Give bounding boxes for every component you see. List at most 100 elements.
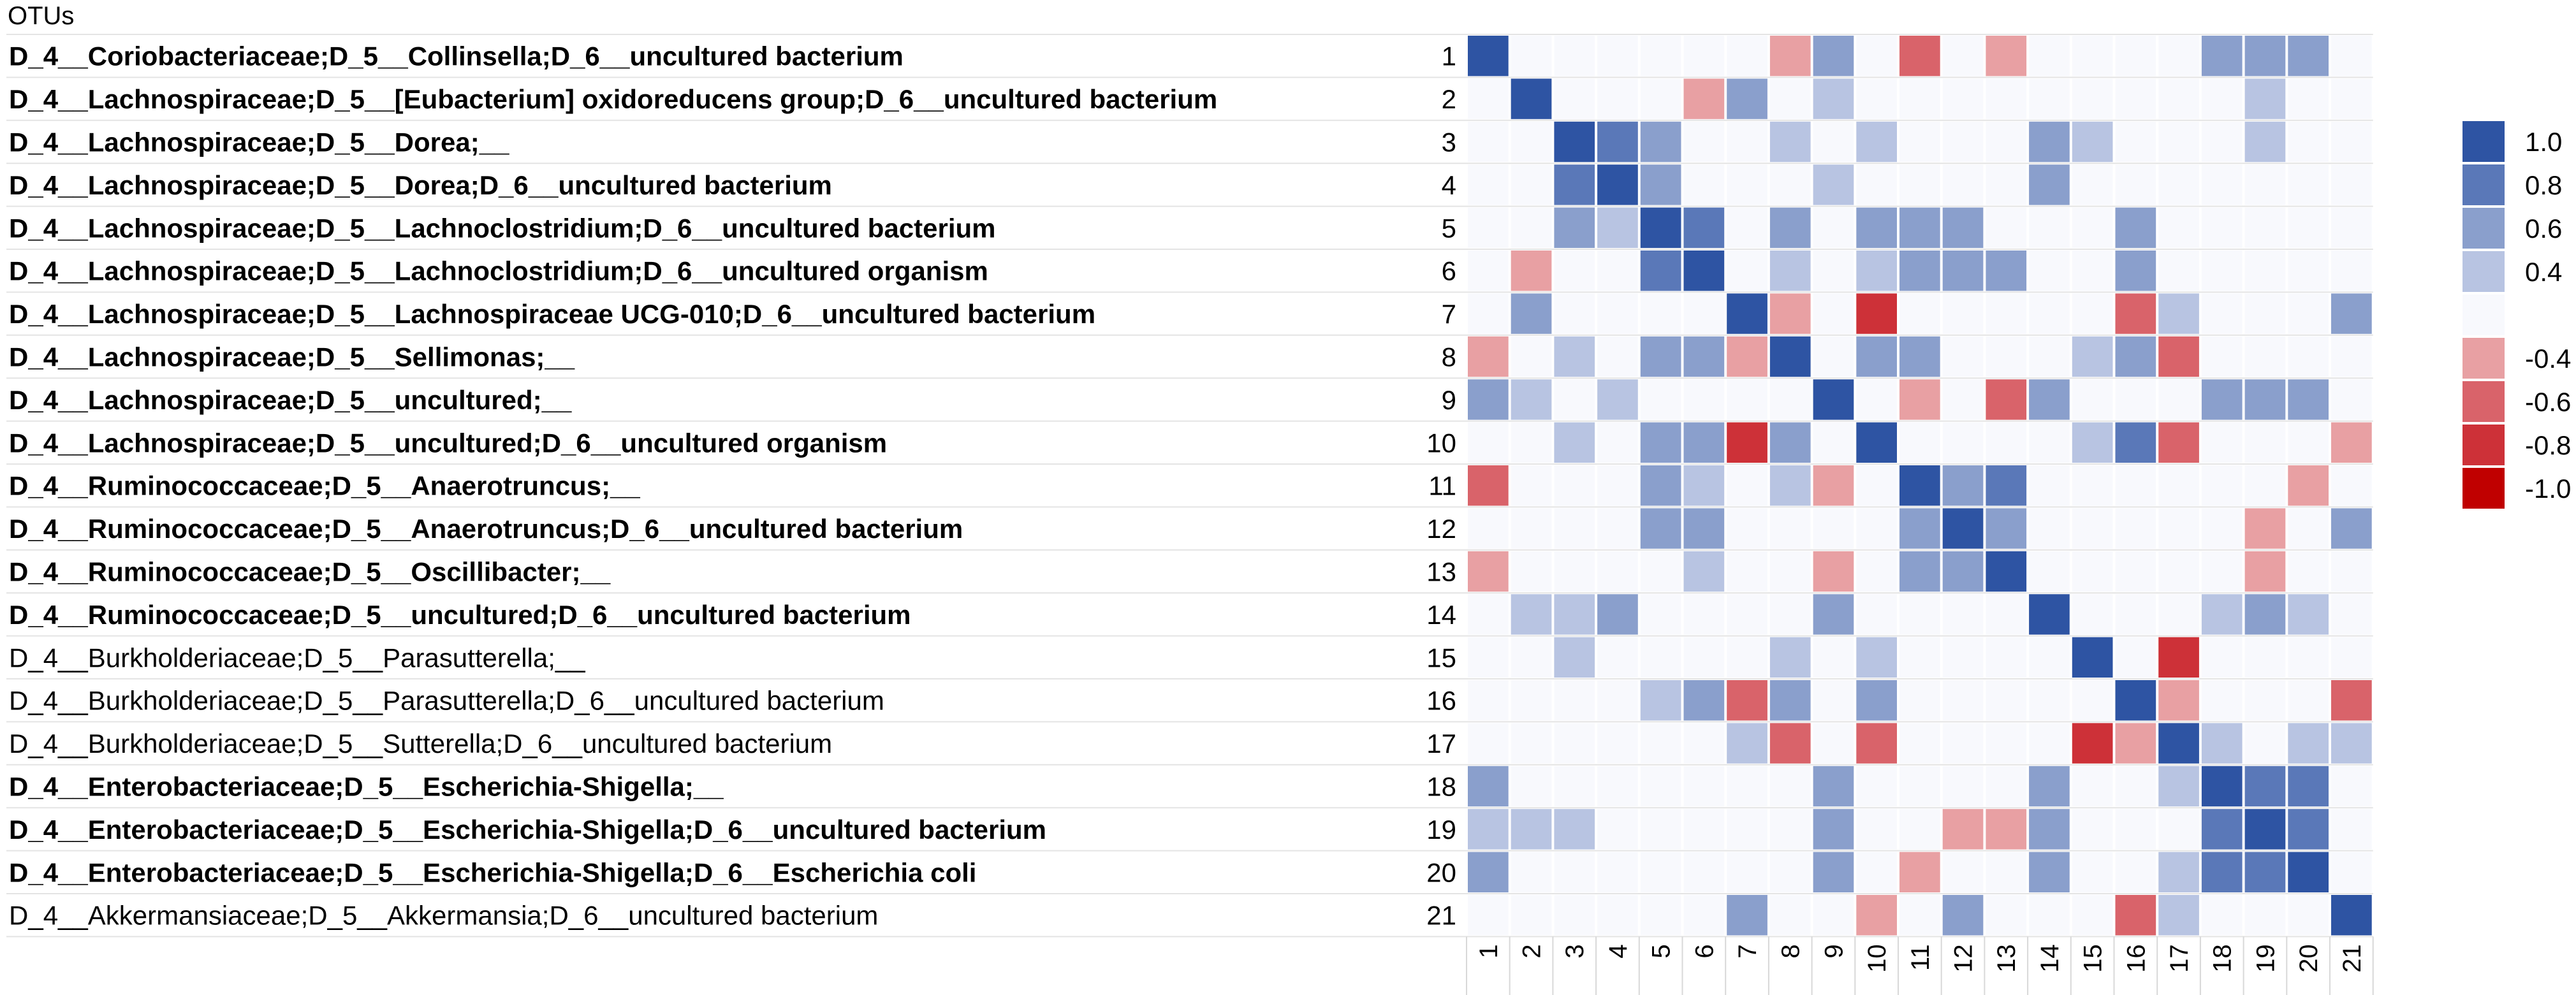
heatmap-cell	[1727, 895, 1767, 936]
heatmap-cell	[1942, 78, 1984, 119]
heatmap-cell	[1942, 36, 1984, 76]
heatmap-cell	[1899, 164, 1940, 205]
column-label: 5	[1648, 944, 1676, 958]
heatmap-cell	[2072, 121, 2113, 163]
heatmap-cell	[1769, 251, 1811, 291]
heatmap-cell	[2288, 766, 2329, 807]
heatmap-cell	[1683, 78, 1725, 119]
column-label: 2	[1518, 944, 1546, 958]
heatmap-cell	[2201, 293, 2243, 334]
column-label: 14	[2036, 944, 2064, 973]
heatmap-cell	[2029, 336, 2070, 377]
heatmap-cell	[1813, 207, 1854, 248]
heatmap-cell	[2244, 637, 2286, 678]
heatmap-cell	[2244, 379, 2286, 420]
heatmap-cell	[2244, 465, 2286, 506]
heatmap-cell	[1554, 895, 1595, 936]
heatmap-cell	[2029, 766, 2070, 807]
heatmap-cell	[2201, 594, 2243, 635]
heatmap-cell	[2072, 594, 2113, 635]
heatmap-cell	[2115, 637, 2156, 678]
heatmap-cell	[2201, 766, 2243, 807]
heatmap-cell	[1899, 766, 1940, 807]
heatmap-cell	[2201, 36, 2243, 76]
heatmap-cell	[1856, 379, 1897, 420]
heatmap-cell	[2072, 852, 2113, 892]
heatmap-cell	[1511, 895, 1552, 936]
heatmap-cell	[1597, 379, 1638, 420]
legend-swatch	[2463, 251, 2505, 292]
column-label: 7	[1734, 944, 1762, 958]
heatmap-cell	[1856, 293, 1897, 334]
heatmap-cell	[2029, 36, 2070, 76]
row-number: 21	[1426, 901, 1456, 931]
heatmap-cell	[1597, 164, 1638, 205]
heatmap-cell	[1986, 852, 2027, 892]
heatmap-cell	[1856, 637, 1897, 678]
heatmap-cell	[1899, 680, 1940, 721]
heatmap-cell	[1986, 766, 2027, 807]
heatmap-cell	[1511, 336, 1552, 377]
heatmap-cell	[2158, 465, 2199, 506]
heatmap-cell	[1813, 723, 1854, 764]
heatmap-cell	[1899, 895, 1940, 936]
heatmap-cell	[1554, 551, 1595, 592]
heatmap-cell	[1769, 379, 1811, 420]
heatmap-cell	[1769, 508, 1811, 549]
heatmap-cell	[1683, 895, 1725, 936]
heatmap-cell	[2288, 508, 2329, 549]
heatmap-cell	[2244, 336, 2286, 377]
row-number: 1	[1442, 41, 1456, 71]
heatmap-cell	[1942, 121, 1984, 163]
heatmap-cell	[2331, 723, 2372, 764]
heatmap-cell	[2288, 465, 2329, 506]
heatmap-cell	[2158, 251, 2199, 291]
heatmap-cell	[2244, 723, 2286, 764]
heatmap-cell	[2288, 207, 2329, 248]
heatmap-cell	[2029, 551, 2070, 592]
heatmap-cell	[1769, 36, 1811, 76]
column-label: 18	[2209, 944, 2237, 973]
heatmap-cell	[2158, 895, 2199, 936]
legend-label: -0.6	[2525, 387, 2571, 417]
column-labels: 1 2 3 4 5 6 7 8 9 10 11 12 13 14 15 16 17 18 19 20 21	[1475, 944, 2366, 973]
heatmap-cell	[1640, 379, 1681, 420]
heatmap-cell	[2115, 379, 2156, 420]
heatmap-cell	[1554, 336, 1595, 377]
row-label: D_4__Coriobacteriaceae;D_5__Collinsella;…	[9, 41, 904, 71]
heatmap-cell	[1813, 508, 1854, 549]
column-label: 17	[2165, 944, 2193, 973]
heatmap-cell	[1640, 465, 1681, 506]
heatmap-cell	[1683, 508, 1725, 549]
heatmap-cell	[1683, 766, 1725, 807]
heatmap-cell	[1511, 293, 1552, 334]
heatmap-cell	[2072, 293, 2113, 334]
heatmap-cell	[2244, 422, 2286, 463]
heatmap-cell	[2201, 121, 2243, 163]
heatmap-cell	[1986, 551, 2027, 592]
heatmap-cell	[2072, 465, 2113, 506]
heatmap-cell	[1942, 809, 1984, 850]
heatmap-cell	[2288, 852, 2329, 892]
column-label: 11	[1906, 944, 1935, 971]
heatmap-cell	[2331, 121, 2372, 163]
row-number: 2	[1442, 84, 1456, 114]
heatmap-cell	[1554, 207, 1595, 248]
heatmap-cell	[1942, 680, 1984, 721]
heatmap-cell	[1856, 508, 1897, 549]
heatmap-cell	[1986, 164, 2027, 205]
heatmap-cell	[2288, 36, 2329, 76]
heatmap-cell	[1683, 852, 1725, 892]
heatmap-cell	[1683, 36, 1725, 76]
heatmap-cell	[1554, 465, 1595, 506]
heatmap-cell	[2029, 121, 2070, 163]
row-label: D_4__Enterobacteriaceae;D_5__Escherichia…	[9, 772, 724, 802]
heatmap-cell	[1683, 680, 1725, 721]
heatmap-cell	[1511, 680, 1552, 721]
heatmap-cell	[2201, 336, 2243, 377]
heatmap-cell	[2288, 164, 2329, 205]
heatmap-cell	[1942, 422, 1984, 463]
heatmap-cell	[2288, 809, 2329, 850]
heatmap-cell	[2072, 766, 2113, 807]
